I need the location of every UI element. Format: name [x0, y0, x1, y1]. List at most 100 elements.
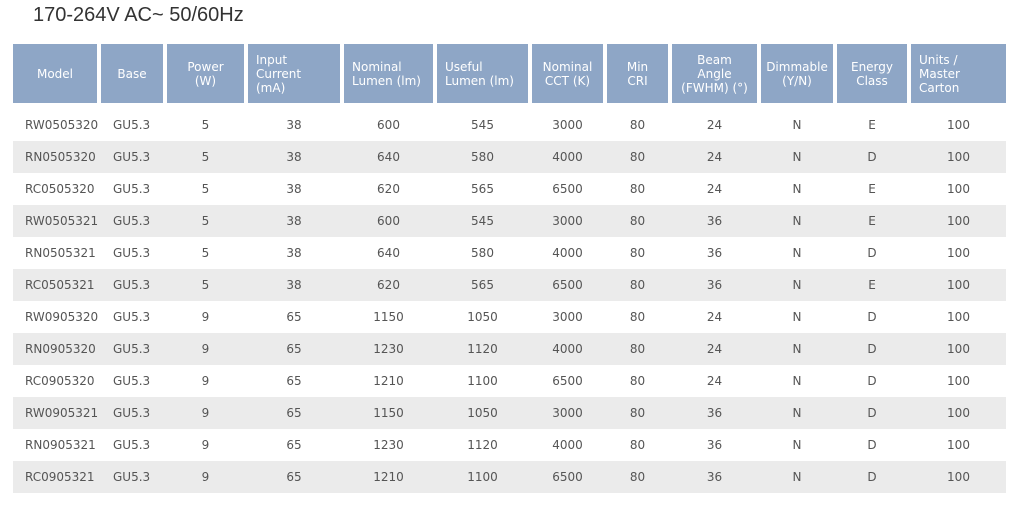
header-cell: Energy Class	[837, 44, 907, 103]
table-cell: 1210	[373, 470, 404, 484]
table-cell: 65	[286, 342, 302, 356]
table-cell: 80	[629, 150, 646, 164]
table-cell: 3000	[552, 118, 583, 132]
table-cell: 80	[629, 118, 646, 132]
table-cell: D	[867, 342, 877, 356]
table-cell: 100	[947, 214, 970, 228]
table-cell: 1230	[373, 342, 404, 356]
table-cell: GU5.3	[113, 182, 151, 196]
table-cell: 3000	[552, 310, 583, 324]
table-cell: 6500	[552, 182, 583, 196]
row-background	[13, 205, 1006, 237]
table-cell: 24	[706, 310, 723, 324]
table-cell: 1050	[467, 406, 498, 420]
table-cell: 565	[471, 182, 494, 196]
table-cell: GU5.3	[113, 374, 151, 388]
table-cell: 38	[286, 182, 302, 196]
table-cell: 9	[201, 438, 210, 452]
table-cell: 65	[286, 406, 302, 420]
table-cell: 9	[201, 374, 210, 388]
table-cell: RC0905321	[25, 470, 95, 484]
table-cell: 9	[201, 470, 210, 484]
table-cell: 100	[947, 470, 970, 484]
table-cell: 80	[629, 406, 646, 420]
header-cell: Nominal CCT (K)	[532, 44, 603, 103]
table-cell: 5	[201, 182, 210, 196]
header-cell: Useful Lumen (lm)	[437, 44, 528, 103]
table-cell: 100	[947, 182, 970, 196]
table-cell: 24	[706, 182, 723, 196]
table-cell: 36	[706, 214, 723, 228]
table-cell: 1050	[467, 310, 498, 324]
table-cell: 80	[629, 374, 646, 388]
table-cell: 9	[201, 310, 210, 324]
table-cell: 38	[286, 150, 302, 164]
table-cell: 580	[471, 246, 494, 260]
table-cell: 3000	[552, 406, 583, 420]
table-cell: 100	[947, 118, 970, 132]
table-cell: RN0505321	[25, 246, 96, 260]
table-cell: 6500	[552, 278, 583, 292]
table-cell: 1120	[467, 438, 498, 452]
table-cell: 545	[471, 214, 494, 228]
table-cell: 36	[706, 278, 723, 292]
table-cell: 38	[286, 278, 302, 292]
table-cell: E	[868, 182, 876, 196]
table-cell: D	[867, 310, 877, 324]
table-cell: 1210	[373, 374, 404, 388]
row-background	[13, 269, 1006, 301]
table-cell: N	[792, 150, 802, 164]
table-cell: RC0505321	[25, 278, 95, 292]
table-cell: 545	[471, 118, 494, 132]
table-cell: RC0505320	[25, 182, 95, 196]
table-cell: 620	[377, 182, 400, 196]
table-cell: D	[867, 374, 877, 388]
table-cell: D	[867, 470, 877, 484]
table-cell: 36	[706, 470, 723, 484]
table-cell: RW0905321	[25, 406, 99, 420]
table-cell: RN0905321	[25, 438, 96, 452]
row-background	[13, 397, 1006, 429]
table-cell: N	[792, 278, 802, 292]
table-cell: N	[792, 374, 802, 388]
table-cell: 100	[947, 438, 970, 452]
table-cell: RN0905320	[25, 342, 96, 356]
header-cell: Nominal Lumen (lm)	[344, 44, 433, 103]
table-cell: 24	[706, 342, 723, 356]
header-cell: Units / Master Carton	[911, 44, 1006, 103]
table-cell: 1100	[467, 470, 498, 484]
table-cell: 640	[377, 246, 400, 260]
table-cell: 1150	[373, 310, 404, 324]
table-cell: E	[868, 214, 876, 228]
table-cell: GU5.3	[113, 214, 151, 228]
table-cell: 36	[706, 246, 723, 260]
table-cell: 3000	[552, 214, 583, 228]
table-cell: N	[792, 246, 802, 260]
table-cell: 65	[286, 310, 302, 324]
table-cell: 6500	[552, 374, 583, 388]
table-cell: 38	[286, 246, 302, 260]
header-cell: Model	[13, 44, 97, 103]
table-cell: RC0905320	[25, 374, 95, 388]
table-cell: E	[868, 278, 876, 292]
table-cell: 80	[629, 214, 646, 228]
table-cell: 65	[286, 438, 302, 452]
table-cell: 100	[947, 406, 970, 420]
table-cell: 5	[201, 214, 210, 228]
table-cell: D	[867, 406, 877, 420]
table-cell: 80	[629, 310, 646, 324]
table-cell: 38	[286, 214, 302, 228]
table-cell: 6500	[552, 470, 583, 484]
table-cell: 80	[629, 438, 646, 452]
table-cell: D	[867, 150, 877, 164]
table-cell: GU5.3	[113, 438, 151, 452]
table-cell: 80	[629, 470, 646, 484]
table-cell: 65	[286, 470, 302, 484]
table-cell: 24	[706, 118, 723, 132]
table-cell: N	[792, 310, 802, 324]
table-cell: N	[792, 182, 802, 196]
table-cell: 5	[201, 246, 210, 260]
table-cell: 36	[706, 406, 723, 420]
table-cell: 4000	[552, 438, 583, 452]
